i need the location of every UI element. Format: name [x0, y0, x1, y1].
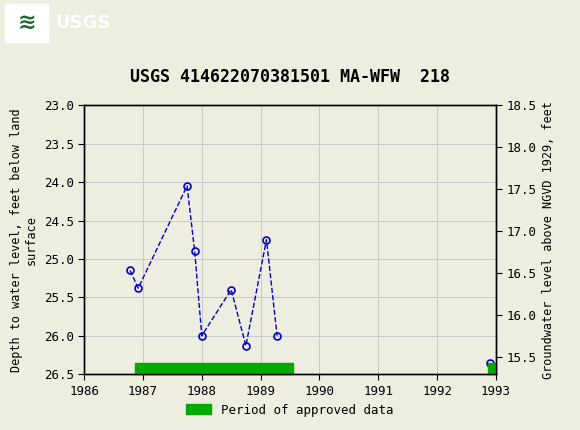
Text: USGS: USGS — [55, 14, 110, 31]
FancyBboxPatch shape — [5, 3, 48, 42]
Bar — [488, 362, 496, 374]
Y-axis label: Depth to water level, feet below land
surface: Depth to water level, feet below land su… — [10, 108, 38, 372]
Bar — [135, 362, 293, 374]
Legend: Period of approved data: Period of approved data — [181, 399, 399, 421]
Text: ≋: ≋ — [17, 12, 36, 33]
Text: USGS 414622070381501 MA-WFW  218: USGS 414622070381501 MA-WFW 218 — [130, 68, 450, 86]
Y-axis label: Groundwater level above NGVD 1929, feet: Groundwater level above NGVD 1929, feet — [542, 101, 555, 379]
